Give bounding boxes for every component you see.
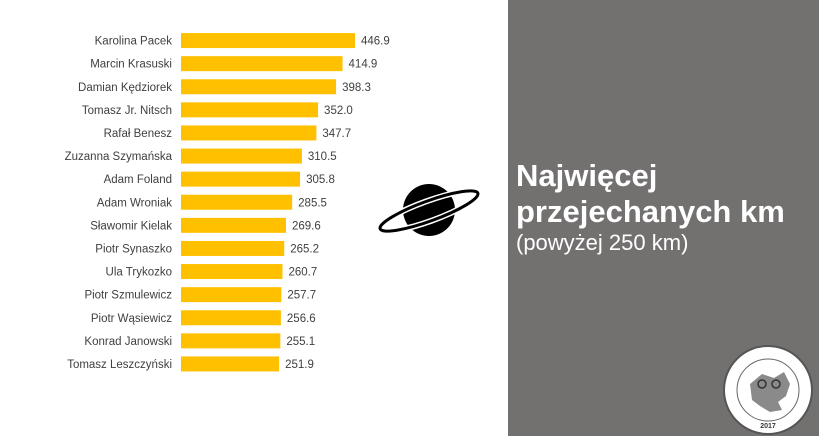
bar — [181, 264, 283, 280]
bar — [181, 33, 355, 49]
bar — [181, 125, 317, 141]
bar — [181, 148, 302, 164]
category-label: Sławomir Kielak — [90, 220, 172, 232]
bar — [181, 310, 281, 326]
bar — [181, 79, 337, 95]
category-label: Piotr Synaszko — [95, 243, 172, 255]
planet-icon — [377, 184, 481, 236]
category-label: Adam Foland — [104, 174, 172, 186]
category-label: Tomasz Jr. Nitsch — [82, 105, 172, 117]
category-label: Damian Kędziorek — [78, 82, 172, 94]
category-label: Karolina Pacek — [95, 36, 173, 48]
data-label: 257.7 — [287, 290, 316, 302]
data-label: 398.3 — [342, 82, 371, 94]
data-label: 305.8 — [306, 174, 335, 186]
bar — [181, 356, 280, 372]
data-label: 260.7 — [289, 267, 318, 279]
bar — [181, 171, 301, 187]
category-label: Marcin Krasuski — [90, 59, 172, 71]
data-label: 310.5 — [308, 151, 337, 163]
bar — [181, 287, 282, 303]
data-label: 256.6 — [287, 313, 316, 325]
data-label: 347.7 — [322, 128, 351, 140]
bar — [181, 56, 343, 72]
bar — [181, 194, 293, 210]
category-label: Rafał Benesz — [104, 128, 173, 140]
data-label: 352.0 — [324, 105, 353, 117]
data-label: 255.1 — [286, 336, 315, 348]
category-label: Piotr Szmulewicz — [84, 290, 172, 302]
data-label: 285.5 — [298, 197, 327, 209]
bar — [181, 333, 281, 349]
category-label: Zuzanna Szymańska — [65, 151, 173, 163]
bar — [181, 102, 319, 118]
bar-chart: Karolina Pacek 446.9 Marcin Krasuski 414.9 D… — [65, 33, 390, 372]
category-label: Ula Trykozko — [106, 267, 172, 279]
panel-subtitle: (powyżej 250 km) — [516, 230, 689, 255]
data-label: 414.9 — [349, 59, 378, 71]
category-label: Adam Wroniak — [97, 197, 172, 209]
data-label: 446.9 — [361, 36, 390, 48]
panel-title-line1: Najwięcej — [516, 158, 658, 193]
club-badge: 2017 — [723, 345, 813, 435]
category-label: Tomasz Leszczyński — [67, 359, 172, 371]
bar — [181, 217, 286, 233]
panel-title-line2: przejechanych km — [516, 194, 785, 229]
category-label: Konrad Janowski — [84, 336, 172, 348]
badge-year: 2017 — [760, 423, 776, 430]
panel-title: Najwięcej przejechanych km — [516, 158, 785, 230]
data-label: 251.9 — [285, 359, 314, 371]
bar — [181, 240, 285, 256]
chart-area: Karolina Pacek 446.9 Marcin Krasuski 414.9 D… — [65, 33, 390, 372]
category-label: Piotr Wąsiewicz — [91, 313, 172, 325]
data-label: 269.6 — [292, 220, 321, 232]
data-label: 265.2 — [290, 243, 319, 255]
